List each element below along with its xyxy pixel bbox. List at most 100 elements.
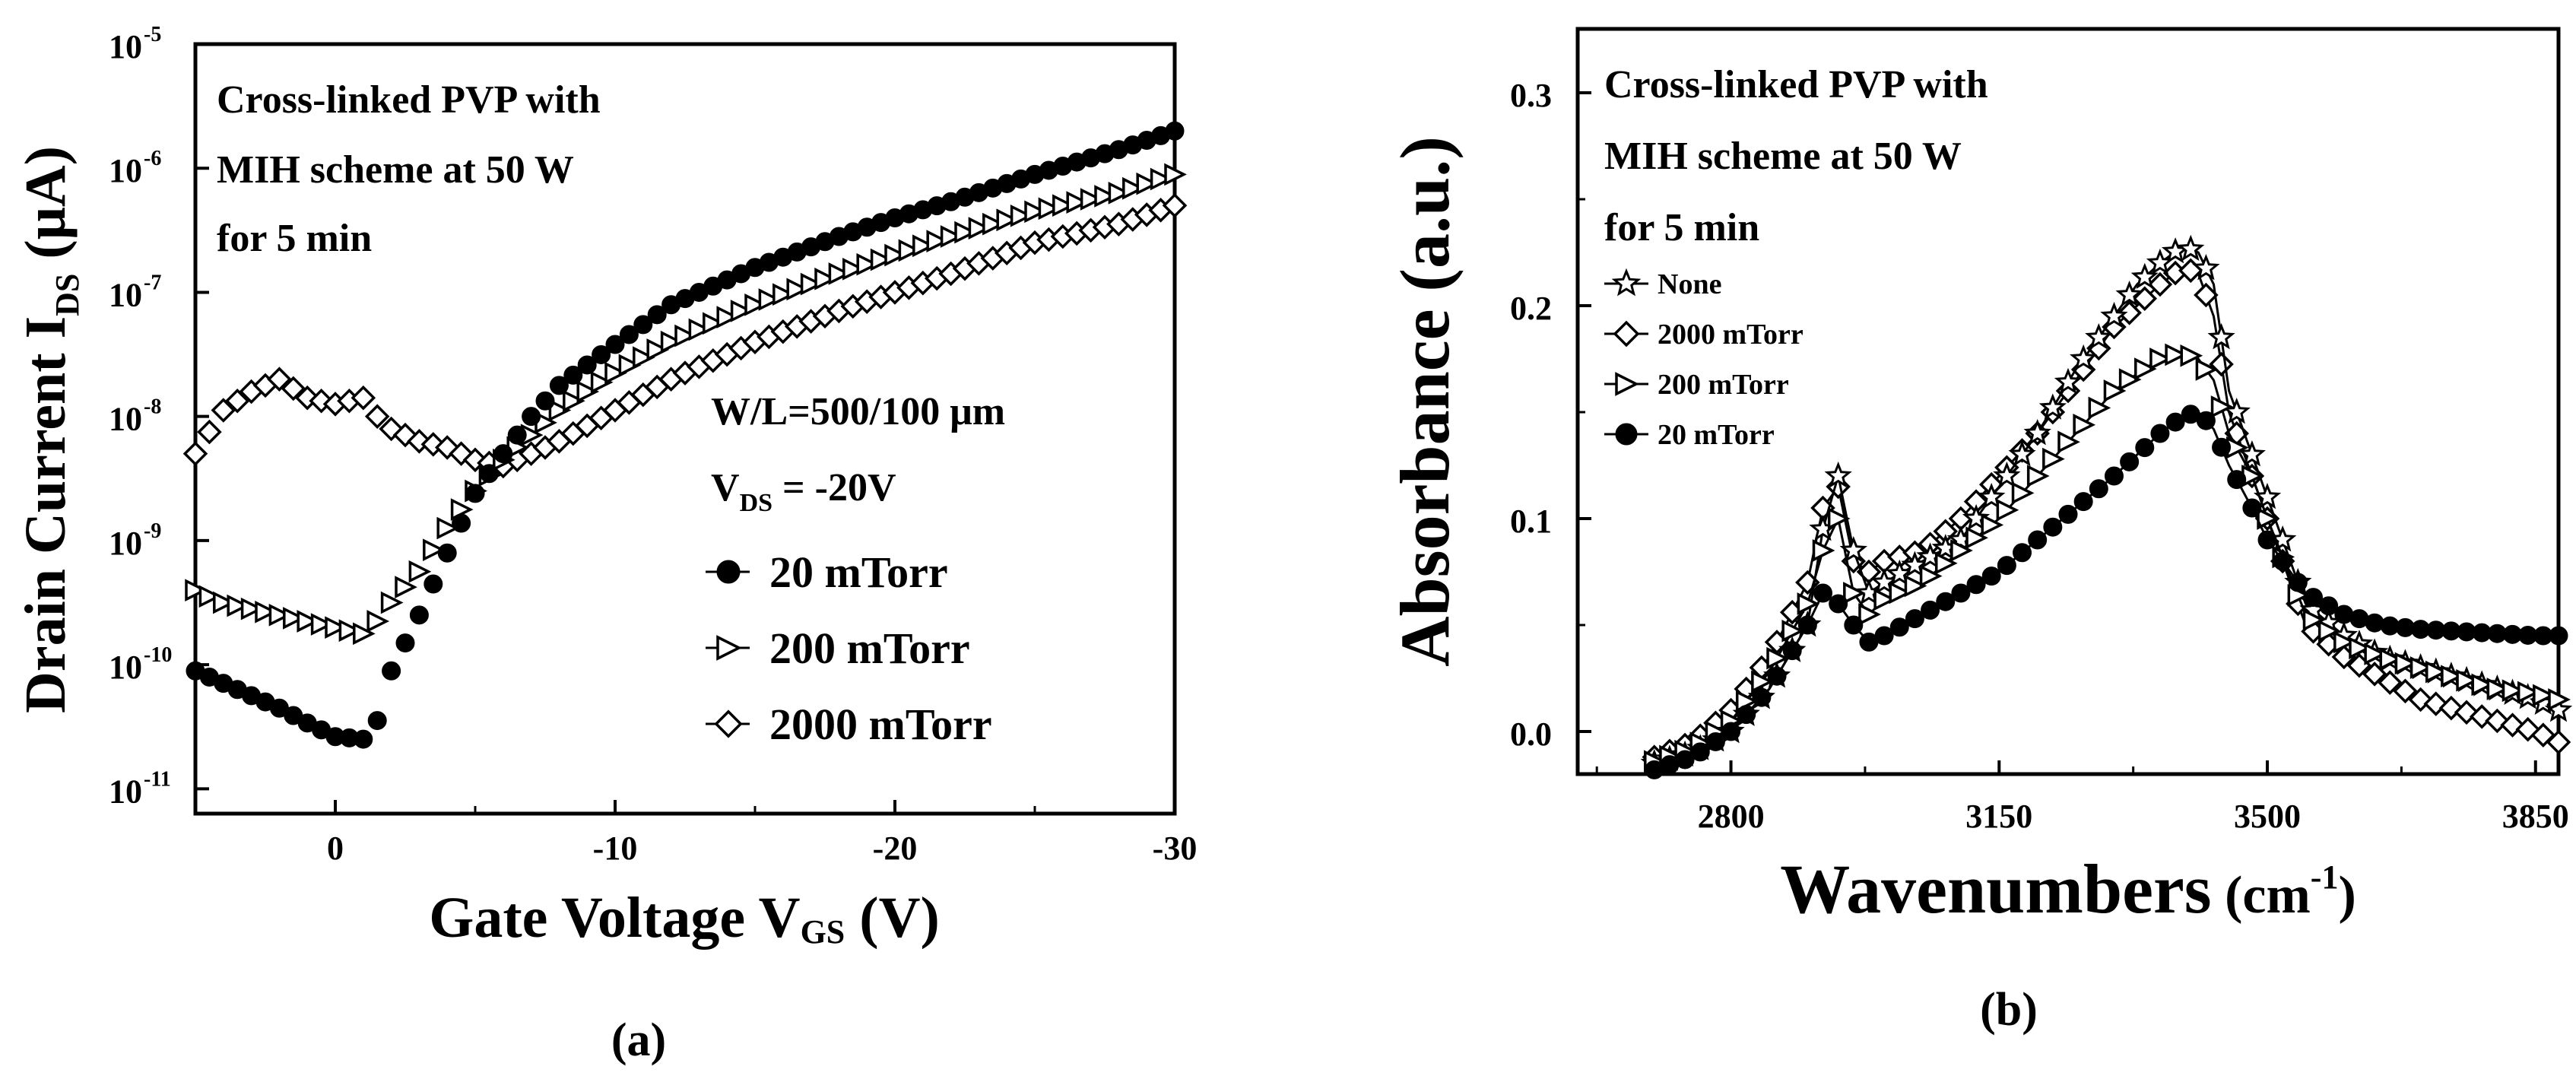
panel-b-point — [2317, 620, 2341, 643]
panel-a-point — [268, 604, 292, 627]
panel-a-legend-marker — [716, 560, 741, 584]
panel-b-point — [1873, 588, 1897, 611]
panel-a-point — [1150, 167, 1173, 191]
panel-b-point — [2058, 504, 2078, 524]
panel-b-point — [1824, 461, 1852, 488]
panel-a-point — [716, 306, 740, 328]
panel-b-point — [2117, 300, 2142, 325]
panel-b-point — [1997, 556, 2016, 576]
panel-a-y-tick-label: 10 — [109, 401, 142, 438]
panel-a-point — [744, 293, 767, 316]
panel-b-point — [1996, 498, 2019, 522]
panel-b-series-200-mtorr — [1644, 343, 2571, 773]
panel-b-point — [1870, 567, 1899, 595]
panel-a-point — [870, 248, 893, 271]
panel-a-point — [197, 419, 222, 445]
panel-b-point — [2210, 395, 2234, 418]
panel-b-point — [2118, 368, 2142, 391]
panel-b-point — [2395, 617, 2415, 637]
panel-b-point — [1950, 539, 1973, 562]
panel-a-point — [493, 444, 513, 464]
panel-a-legend-marker — [716, 635, 742, 661]
panel-b-point — [2364, 643, 2387, 665]
panel-a-point — [408, 560, 432, 583]
panel-a-legend-label-20: 20 mTorr — [769, 547, 948, 597]
panel-b-point — [2227, 470, 2247, 490]
panel-b-point — [2548, 688, 2571, 711]
panel-a-y-tick-label: 10 — [109, 276, 142, 313]
panel-a-point — [800, 272, 823, 296]
panel-b-point — [2302, 608, 2326, 632]
panel-a-y-tick-label: 10 — [109, 649, 142, 686]
panel-b-point — [2149, 348, 2172, 370]
panel-b-point — [2426, 620, 2446, 640]
panel-b-point — [2042, 447, 2065, 471]
panel-b-point — [1829, 594, 1848, 614]
panel-a-y-tick-label: 10 — [109, 152, 142, 189]
panel-a-y-tick-label: 10 — [109, 28, 142, 65]
panel-b-point — [2011, 481, 2035, 505]
panel-b-point — [2393, 678, 2418, 704]
panel-a-point — [786, 278, 810, 301]
panel-a-legend-marker — [714, 709, 743, 738]
panel-a-point — [198, 585, 222, 608]
panel-b-point — [2057, 430, 2080, 454]
panel-a-x-axis-label: Gate Voltage VGS (V) — [429, 886, 940, 950]
panel-a-series-20-mtorr — [186, 121, 1185, 749]
panel-a-condition-vds: VDS = -20V — [711, 466, 896, 517]
panel-b-point — [2546, 729, 2571, 755]
panel-a-point — [351, 385, 376, 411]
panel-b-x-tick-label: 3850 — [2502, 798, 2569, 835]
panel-b-point — [1737, 705, 1756, 725]
panel-b-point — [2026, 465, 2050, 487]
panel-b-y-axis: 0.0 0.1 0.2 0.3 — [1510, 77, 1591, 753]
panel-a-legend-label-200: 200 mTorr — [769, 624, 970, 673]
panel-a-point — [479, 464, 499, 484]
panel-b-title-line-1: Cross-linked PVP with — [1604, 63, 1988, 106]
panel-a-point — [297, 610, 320, 633]
panel-b-point — [2273, 551, 2292, 571]
panel-a-point — [213, 591, 236, 614]
panel-b-point — [2134, 357, 2157, 380]
panel-a-point — [563, 389, 585, 413]
panel-a-point — [604, 361, 627, 385]
panel-a-point — [338, 619, 362, 643]
panel-b-point — [1767, 666, 1787, 686]
panel-a-point — [982, 212, 1005, 236]
panel-a-point — [619, 325, 639, 344]
panel-a-title-line-1: Cross-linked PVP with — [217, 78, 601, 122]
panel-a-x-tick-label: -30 — [1153, 830, 1198, 867]
panel-b-legend-label-none: None — [1658, 268, 1721, 300]
panel-b-point — [2115, 280, 2143, 307]
panel-b-point — [2147, 271, 2173, 297]
panel-b-point — [1901, 551, 1929, 577]
panel-a-point — [185, 579, 208, 602]
panel-a-point — [227, 594, 250, 617]
panel-a-point — [1165, 121, 1185, 141]
panel-b-frame — [1575, 27, 2561, 776]
panel-a-point — [548, 398, 572, 422]
panel-b-point — [1889, 617, 1909, 637]
panel-b-point — [1781, 620, 1805, 643]
panel-a-point — [1038, 197, 1061, 221]
panel-b-point — [2486, 678, 2510, 700]
panel-b-point — [1705, 731, 1725, 751]
panel-b-x-axis-label: Wavenumbers (cm-1) — [1780, 850, 2356, 928]
panel-b-point — [2411, 620, 2431, 639]
panel-b-point — [2150, 424, 2170, 443]
panel-a-y-tick-exponent: -7 — [144, 271, 161, 294]
panel-a-point — [1010, 204, 1033, 227]
panel-a-point — [618, 354, 642, 377]
panel-b-point — [1978, 482, 2006, 509]
panel-a-y-tick-exponent: -10 — [144, 643, 172, 667]
panel-b-point — [2028, 530, 2048, 550]
panel-b-point — [2013, 543, 2032, 563]
panel-a-point — [283, 607, 306, 630]
panel-b-point — [1993, 461, 2021, 488]
panel-a-point — [366, 610, 390, 633]
panel-a-point — [592, 344, 611, 364]
panel-b-legend-marker — [1615, 423, 1638, 446]
panel-a-point — [576, 380, 600, 403]
panel-b-point — [2212, 437, 2232, 457]
panel-b-title-line-3: for 5 min — [1604, 206, 1759, 249]
